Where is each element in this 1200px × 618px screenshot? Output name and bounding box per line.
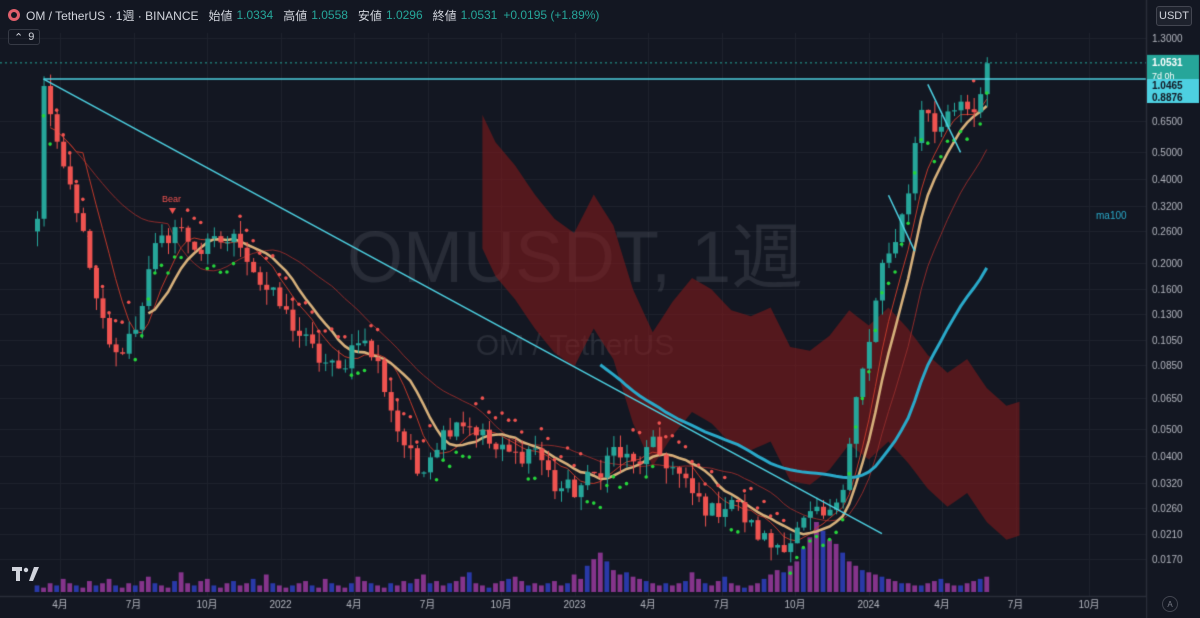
currency-selector[interactable]: USDT [1156,6,1192,26]
low-value: 1.0296 [385,8,423,22]
close-label: 終値 [432,8,457,23]
indicator-toggle[interactable]: ⌃ 9 [8,29,41,45]
high-label: 高値 [283,8,308,23]
low-label: 安値 [357,8,382,23]
high-value: 1.0558 [311,8,348,22]
chart-header: OM / TetherUS · 1週 · BINANCE 始値 1.0334 高… [8,6,599,24]
open-label: 始値 [208,8,233,23]
om-coin-icon [8,9,20,21]
tradingview-logo-icon[interactable] [12,566,40,582]
open-value: 1.0334 [236,8,274,22]
indicator-count: 9 [28,31,35,43]
currency-label: USDT [1159,10,1189,22]
symbol-label[interactable]: OM / TetherUS · 1週 · BINANCE [26,8,199,23]
chevron-up-icon: ⌃ [14,31,24,44]
auto-scale-button[interactable]: A [1162,596,1178,612]
close-value: 1.0531 [460,8,498,22]
change-value: +0.0195 (+1.89%) [503,8,600,22]
